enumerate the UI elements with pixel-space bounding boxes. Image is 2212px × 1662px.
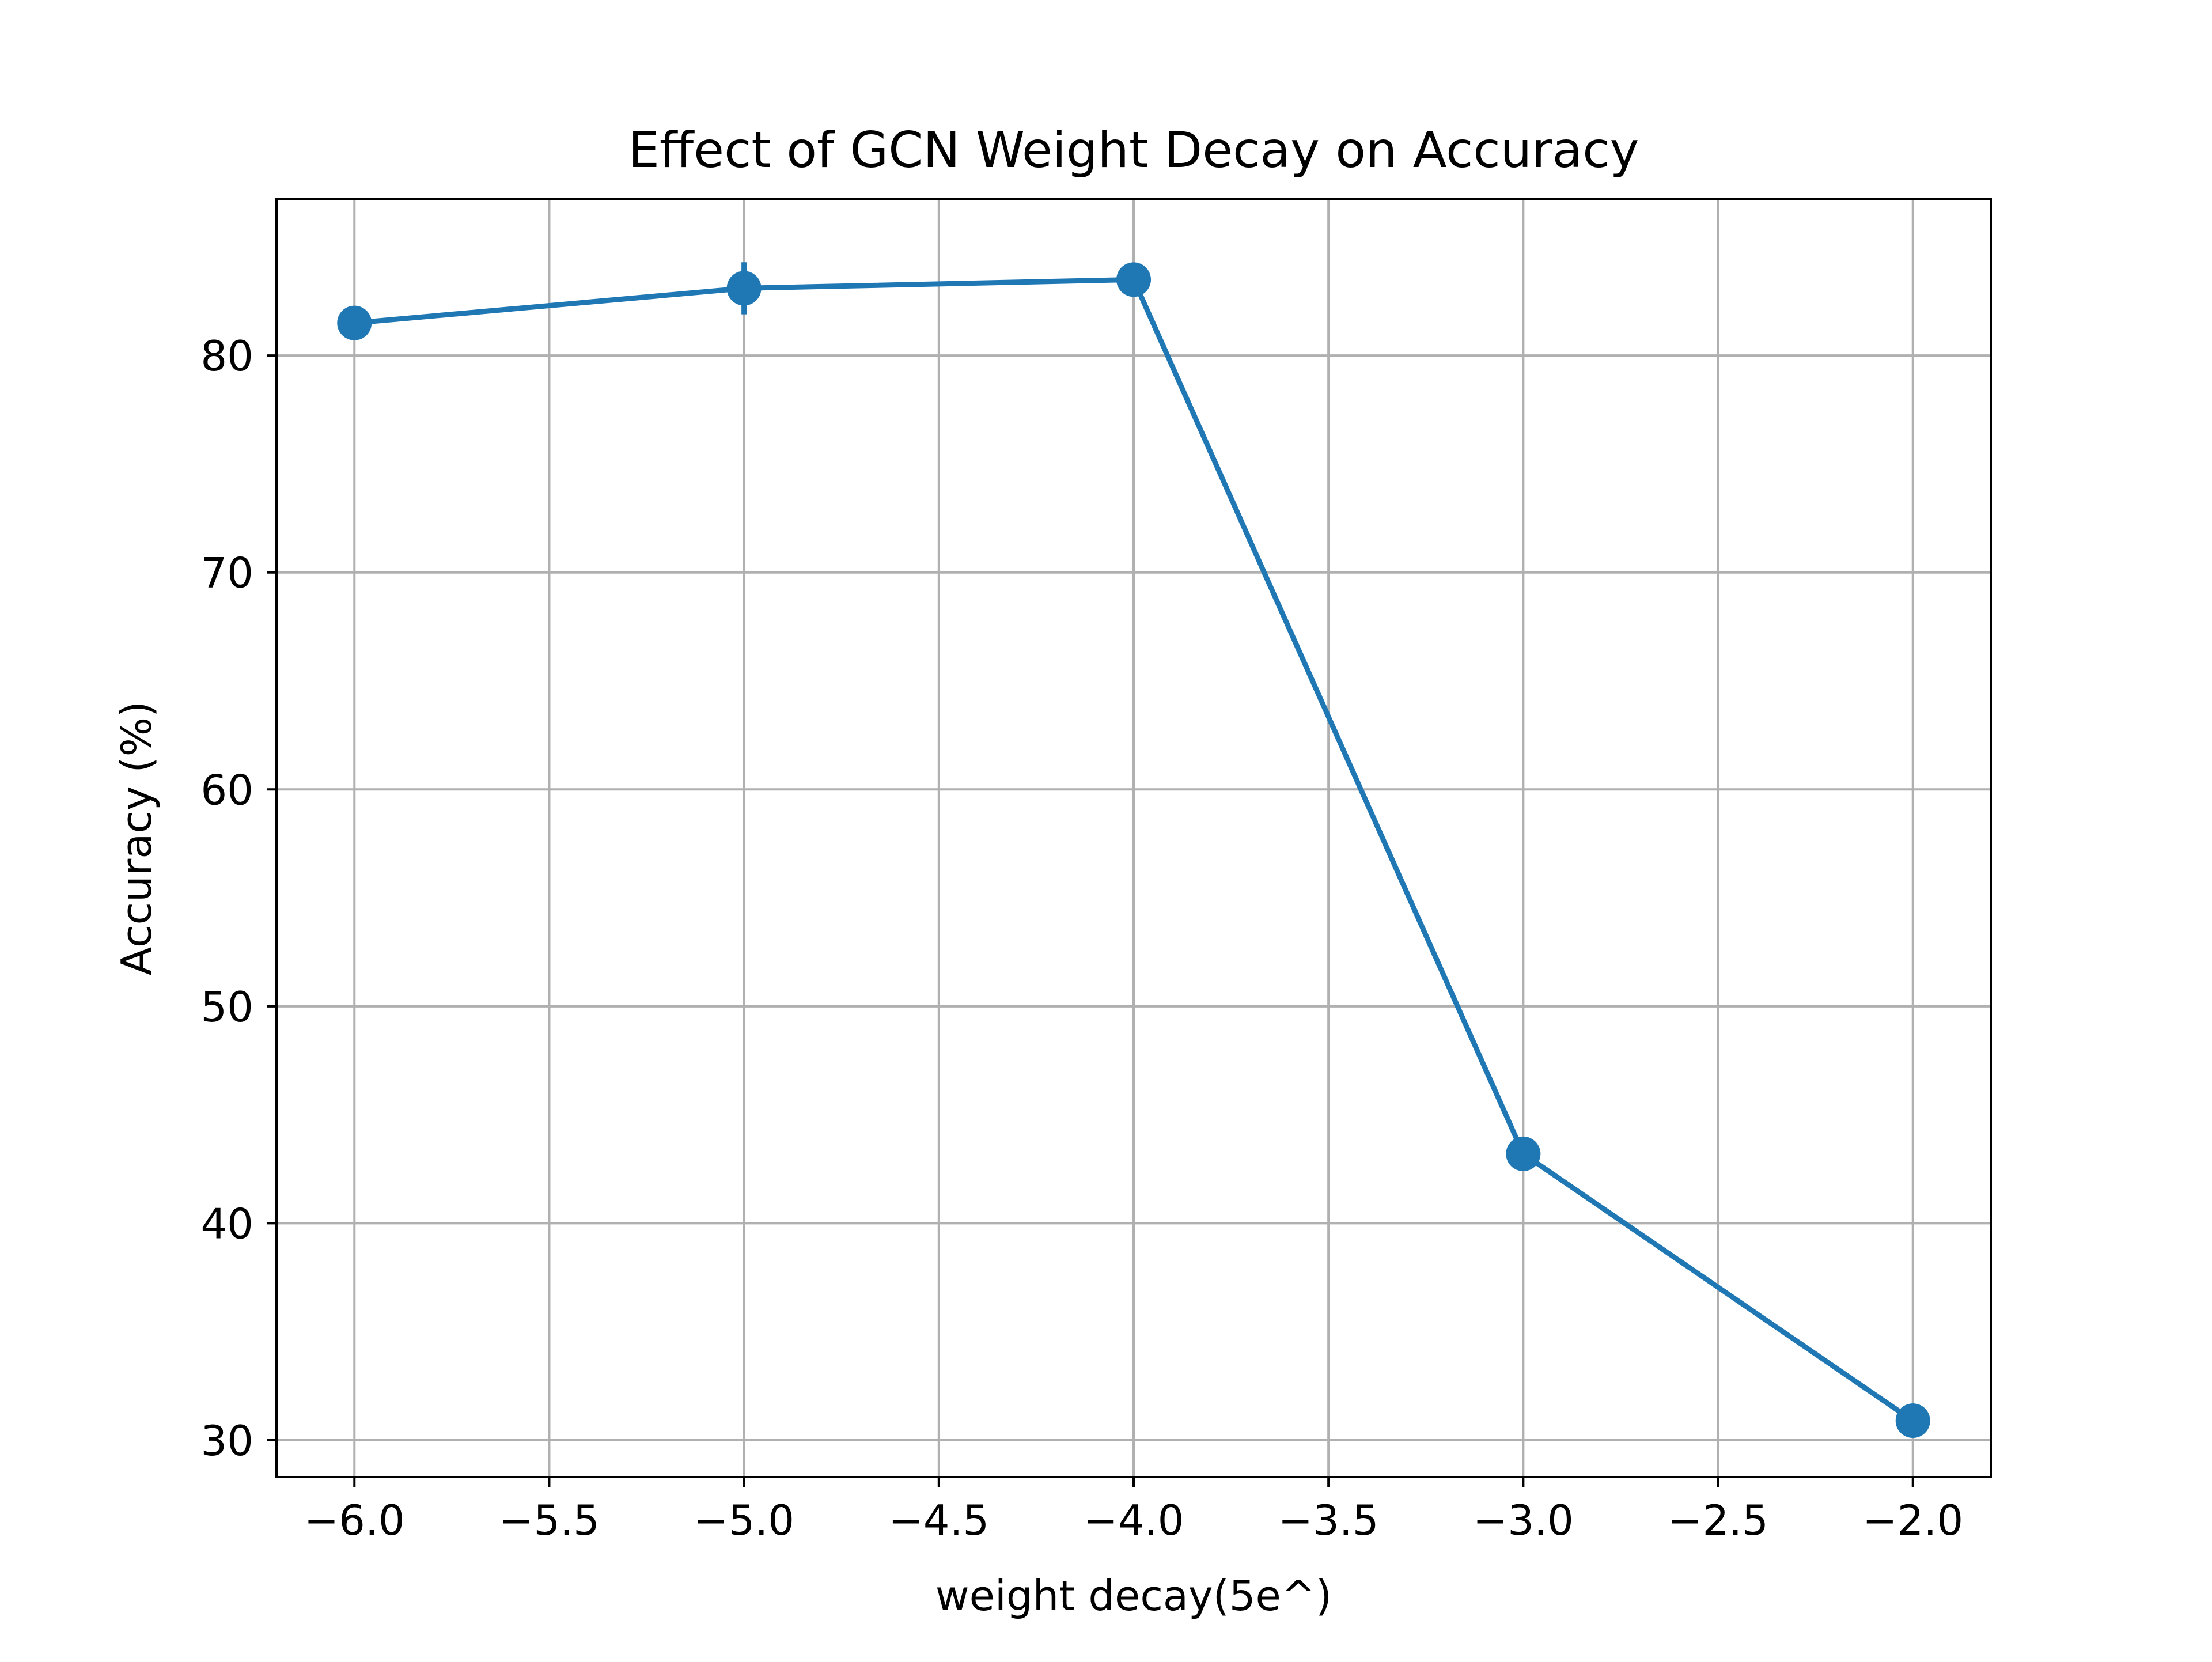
data-point — [337, 305, 372, 340]
data-point — [1895, 1403, 1930, 1438]
data-point — [1116, 262, 1151, 297]
y-tick-label: 30 — [200, 1417, 253, 1465]
axis-ticks: −6.0 −5.5 −5.0 −4.5 −4.0 −3.5 −3.0 −2.5 −2.0 30 40… — [200, 332, 1963, 1544]
x-axis-label: weight decay(5e^) — [935, 1572, 1332, 1620]
y-tick-label: 40 — [200, 1199, 253, 1248]
x-tick-label: −5.0 — [694, 1496, 794, 1544]
x-tick-label: −3.5 — [1278, 1496, 1379, 1544]
data-point — [1506, 1136, 1541, 1171]
x-tick-label: −2.0 — [1862, 1496, 1963, 1544]
grid-lines — [276, 199, 1991, 1477]
y-tick-label: 60 — [200, 766, 253, 814]
x-tick-label: −3.0 — [1473, 1496, 1574, 1544]
x-tick-label: −2.5 — [1668, 1496, 1768, 1544]
data-point — [726, 271, 762, 306]
y-tick-label: 80 — [200, 332, 253, 380]
x-tick-label: −4.5 — [888, 1496, 989, 1544]
x-tick-label: −5.5 — [499, 1496, 600, 1544]
x-tick-label: −4.0 — [1084, 1496, 1184, 1544]
data-series — [337, 262, 1930, 1438]
y-axis-label: Accuracy (%) — [112, 701, 161, 975]
y-tick-label: 50 — [200, 983, 253, 1031]
x-tick-label: −6.0 — [304, 1496, 405, 1544]
chart-title: Effect of GCN Weight Decay on Accuracy — [628, 122, 1639, 179]
y-tick-label: 70 — [200, 549, 253, 597]
